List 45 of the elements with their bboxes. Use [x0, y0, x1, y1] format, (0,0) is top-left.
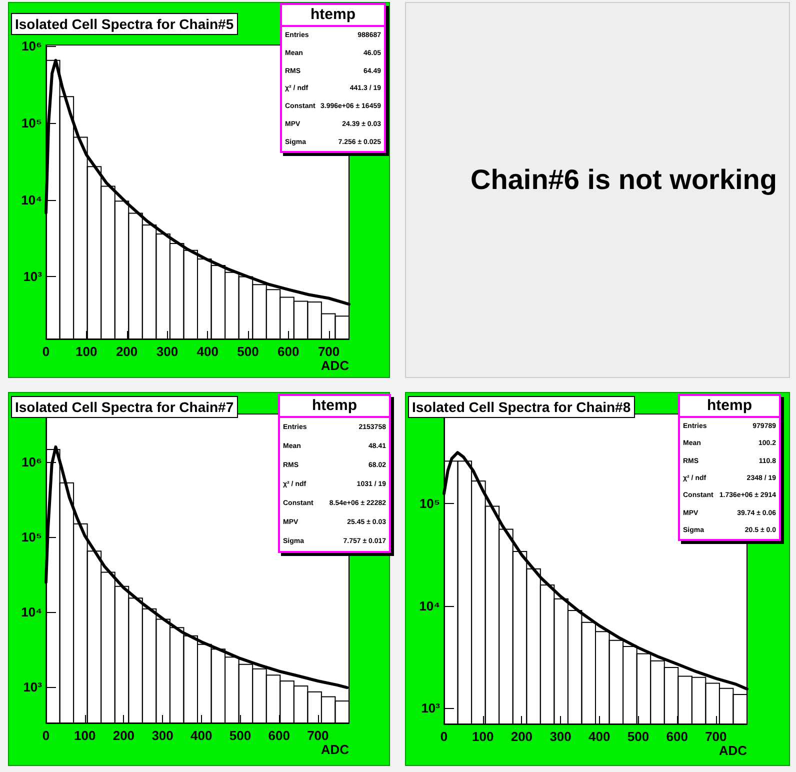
x-tick-label: 700 — [705, 729, 727, 744]
text: htemp — [280, 396, 389, 418]
x-axis-title: ADC — [718, 743, 748, 758]
x-tick-label: 700 — [318, 344, 340, 359]
y-tick-label: 10⁵ — [21, 115, 42, 130]
x-tick-label: 100 — [74, 728, 96, 743]
x-tick-label: 400 — [588, 729, 610, 744]
chart-title: Isolated Cell Spectra for Chain#8 — [412, 399, 631, 415]
x-axis-title: ADC — [320, 358, 350, 373]
x-tick-label: 500 — [237, 344, 259, 359]
x-tick-label: 500 — [627, 729, 650, 744]
chart-title: Isolated Cell Spectra for Chain#5 — [15, 16, 234, 32]
x-tick-label: 400 — [190, 728, 212, 743]
x-tick-label: 0 — [440, 729, 448, 744]
x-tick-label: 200 — [112, 728, 135, 743]
y-tick-label: 10⁵ — [21, 530, 42, 545]
x-tick-label: 500 — [229, 728, 252, 743]
y-tick-label: 10³ — [23, 679, 43, 694]
x-tick-label: 300 — [152, 728, 174, 743]
x-tick-label: 200 — [116, 344, 138, 359]
y-tick-label: 10⁴ — [21, 192, 42, 208]
x-axis-title: ADC — [320, 742, 350, 757]
x-tick-label: 300 — [550, 729, 572, 744]
y-tick-label: 10⁴ — [21, 604, 42, 620]
chart-title: Isolated Cell Spectra for Chain#7 — [15, 399, 234, 415]
x-tick-label: 0 — [42, 344, 50, 359]
x-tick-label: 600 — [268, 728, 290, 743]
x-tick-label: 600 — [666, 729, 688, 744]
y-tick-label: 10⁴ — [419, 598, 440, 614]
y-tick-label: 10⁵ — [419, 496, 440, 512]
annotation: htemp — [680, 396, 779, 418]
x-tick-label: 200 — [510, 729, 533, 744]
y-tick-label: 10⁶ — [22, 454, 42, 470]
y-tick-label: 10⁶ — [22, 38, 42, 54]
x-tick-label: 600 — [278, 344, 300, 359]
x-tick-label: 400 — [196, 344, 218, 359]
text: Chain#6 is not working — [470, 164, 777, 196]
x-tick-label: 100 — [76, 344, 98, 359]
x-tick-label: 100 — [472, 729, 494, 744]
y-tick-label: 10³ — [421, 700, 441, 716]
x-tick-label: 300 — [156, 344, 178, 359]
text: htemp — [282, 5, 384, 27]
y-tick-label: 10³ — [23, 269, 43, 284]
x-tick-label: 0 — [42, 728, 50, 743]
x-tick-label: 700 — [307, 728, 329, 743]
